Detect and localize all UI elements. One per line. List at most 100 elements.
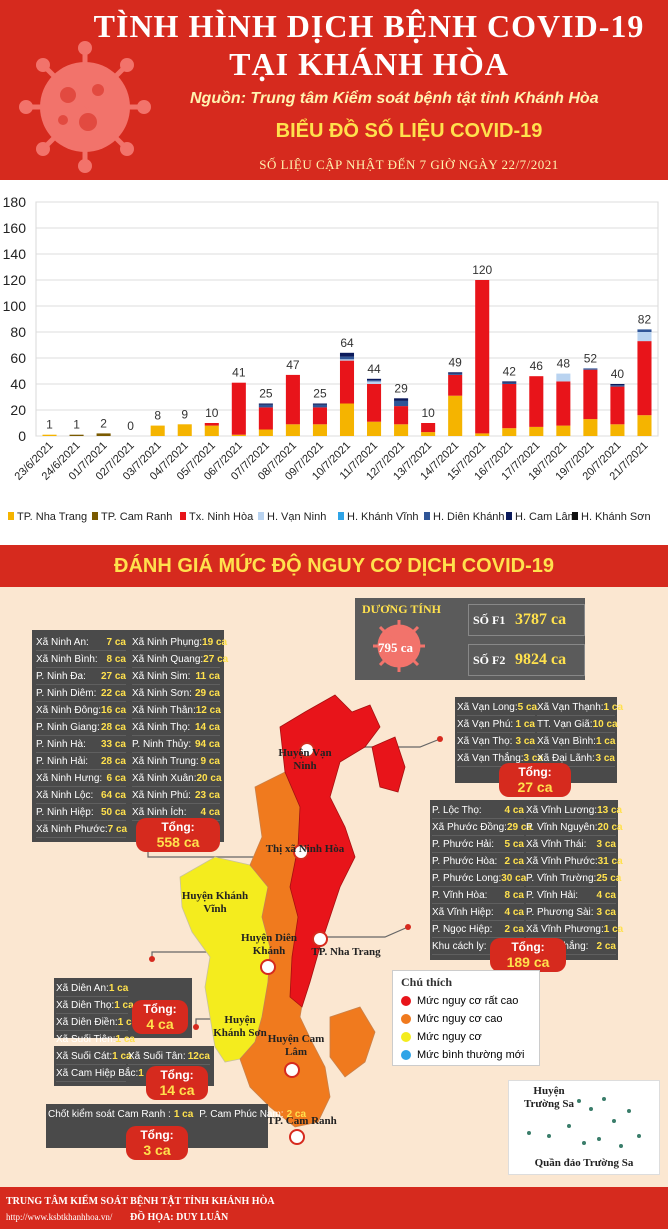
data-label: 29 xyxy=(394,381,408,395)
bar-segment xyxy=(258,403,273,405)
legend-label: Mức nguy cơ rất cao xyxy=(417,995,519,1007)
district-count: 3 ca xyxy=(596,838,616,850)
district-name: P. Cam Phúc Nam: xyxy=(199,1109,284,1120)
district-count: 4 ca xyxy=(596,889,616,901)
district-name: Xã Ninh An: xyxy=(36,636,89,648)
data-label: 10 xyxy=(205,406,219,420)
chart-title: BIỂU ĐỒ SỐ LIỆU COVID-19 xyxy=(275,120,543,142)
footer-url[interactable]: http://www.ksbtkhanhhoa.vn/ xyxy=(6,1212,113,1222)
district-count: 4 ca xyxy=(504,804,524,816)
district-count: 27 ca xyxy=(203,653,229,665)
legend-label: Mức nguy cơ xyxy=(417,1031,482,1043)
district-row: P. Vĩnh Hòa: 8 ca xyxy=(432,887,524,904)
district-row: Xã Suối Cát: 1 ca xyxy=(56,1048,132,1065)
district-count: 19 ca xyxy=(202,636,228,648)
virus-icon xyxy=(373,620,425,672)
bar-segment xyxy=(448,374,463,396)
district-count: 1 ca xyxy=(117,1016,138,1028)
legend-swatch xyxy=(401,1050,411,1060)
footer-org: TRUNG TÂM KIỂM SOÁT BỆNH TẬT TỈNH KHÁNH … xyxy=(6,1196,275,1207)
bar-segment xyxy=(367,421,382,436)
bar-segment xyxy=(583,368,598,370)
district-name: Xã Diên An: xyxy=(56,982,109,994)
main-title-line1: TÌNH HÌNH DỊCH BỆNH COVID-19 xyxy=(93,8,645,44)
region-dien-khanh: Huyện Diên Khánh xyxy=(241,932,297,957)
data-label: 82 xyxy=(638,312,652,326)
legend-swatch xyxy=(401,996,411,1006)
bar-segment xyxy=(312,424,327,436)
bar-segment xyxy=(69,434,84,436)
dien-khanh-list: Xã Diên An: 1 ca Xã Diên Thọ: 1 ca Xã Diên Đ… xyxy=(56,980,137,1048)
bar-segment xyxy=(231,434,246,436)
bar-segment xyxy=(610,424,625,436)
y-tick-label: 60 xyxy=(10,350,26,366)
total-label: Tổng: xyxy=(143,1002,177,1016)
bar-segment xyxy=(529,376,544,427)
data-label: 9 xyxy=(181,407,188,421)
bar-segment xyxy=(556,373,571,382)
district-name: Xã Ninh Bình: xyxy=(36,653,98,665)
bar-segment xyxy=(177,424,192,436)
district-row: P. Ninh Giang: 28 ca xyxy=(36,719,126,736)
legend-item: Mức nguy cơ rất cao xyxy=(401,992,531,1010)
van-ninh-col1: Xã Vạn Long: 5 ca Xã Vạn Phú: 1 ca Xã Vạn Th… xyxy=(457,699,543,767)
bar-segment xyxy=(502,381,517,383)
district-row: Xã Vĩnh Lương: 13 ca xyxy=(526,802,622,819)
district-row: Xã Ninh Hưng: 6 ca xyxy=(36,770,126,787)
van-ninh-total: Tổng: 27 ca xyxy=(499,763,571,797)
f2-box: SỐ F2 9824 ca xyxy=(468,644,585,676)
district-row: P. Cam Phúc Nam: 2 ca xyxy=(199,1106,306,1123)
district-count: 3 ca xyxy=(515,735,535,747)
bar-segment xyxy=(339,356,355,360)
data-label: 42 xyxy=(503,364,517,378)
legend-items: Mức nguy cơ rất cao Mức nguy cơ cao Mức ng… xyxy=(401,992,531,1064)
y-tick-label: 120 xyxy=(3,272,27,288)
f2-value: 9824 ca xyxy=(515,651,567,668)
district-name: P. Vĩnh Hòa: xyxy=(432,889,488,901)
district-count: 10 ca xyxy=(592,718,618,730)
district-name: Xã Vĩnh Phương: xyxy=(526,923,604,935)
district-name: P. Ninh Diêm: xyxy=(36,687,97,699)
district-name: Xã Diên Thọ: xyxy=(56,999,115,1011)
district-name: Xã Đại Lãnh: xyxy=(537,752,595,764)
district-count: 8 ca xyxy=(106,653,126,665)
y-tick-label: 140 xyxy=(3,246,27,262)
district-name: Xã Ninh Phú: xyxy=(132,789,191,801)
district-row: Xã Cam Hiệp Bắc:1 ca xyxy=(56,1065,158,1082)
chart-legend-swatch xyxy=(338,512,344,520)
ninh-hoa-panel: Xã Ninh An: 7 ca Xã Ninh Bình: 8 ca P. Ninh … xyxy=(32,630,228,852)
district-row: Xã Vạn Thạnh: 1 ca xyxy=(537,699,623,716)
bar-segment xyxy=(258,407,273,430)
bar-segment xyxy=(502,428,517,436)
district-name: P. Ngọc Hiệp: xyxy=(432,923,493,935)
district-name: Xã Phước Đồng: xyxy=(432,821,507,833)
district-name: P. Phước Hòa: xyxy=(432,855,498,867)
bar-segment xyxy=(637,332,652,342)
district-name: Xã Ninh Thọ: xyxy=(132,721,191,733)
district-name: Xã Ninh Sim: xyxy=(132,670,191,682)
data-label: 40 xyxy=(611,367,625,381)
district-name: P. Vĩnh Trường: xyxy=(526,872,597,884)
data-label: 46 xyxy=(530,359,544,373)
district-count: 7 ca xyxy=(107,823,128,835)
district-row: P. Vĩnh Nguyên: 20 ca xyxy=(526,819,623,836)
district-row: Xã Ninh Lộc: 64 ca xyxy=(36,787,126,804)
district-count: 1 ca xyxy=(173,1109,194,1120)
district-name: Xã Suối Tiên: xyxy=(56,1033,116,1045)
district-row: Xã Vĩnh Hiệp: 4 ca xyxy=(432,904,524,921)
bar-segment xyxy=(312,407,327,425)
bar-segment xyxy=(529,426,544,436)
bar-segment xyxy=(394,400,409,407)
district-row: Xã Vạn Thắng: 3 ca xyxy=(457,750,543,767)
bar-segment xyxy=(258,404,273,408)
bar-segment xyxy=(475,433,490,436)
bar-segment xyxy=(231,382,246,435)
f1-value: 3787 ca xyxy=(515,611,567,628)
bar-segment xyxy=(448,373,463,375)
district-row: P. Ninh Hải: 28 ca xyxy=(36,753,126,770)
footer-banner xyxy=(0,1187,668,1229)
nha-trang-total: Tổng: 189 ca xyxy=(490,938,566,972)
district-name: P. Phước Long: xyxy=(432,872,502,884)
district-count: 28 ca xyxy=(100,755,126,767)
district-row: P. Ninh Diêm: 22 ca xyxy=(36,685,126,702)
